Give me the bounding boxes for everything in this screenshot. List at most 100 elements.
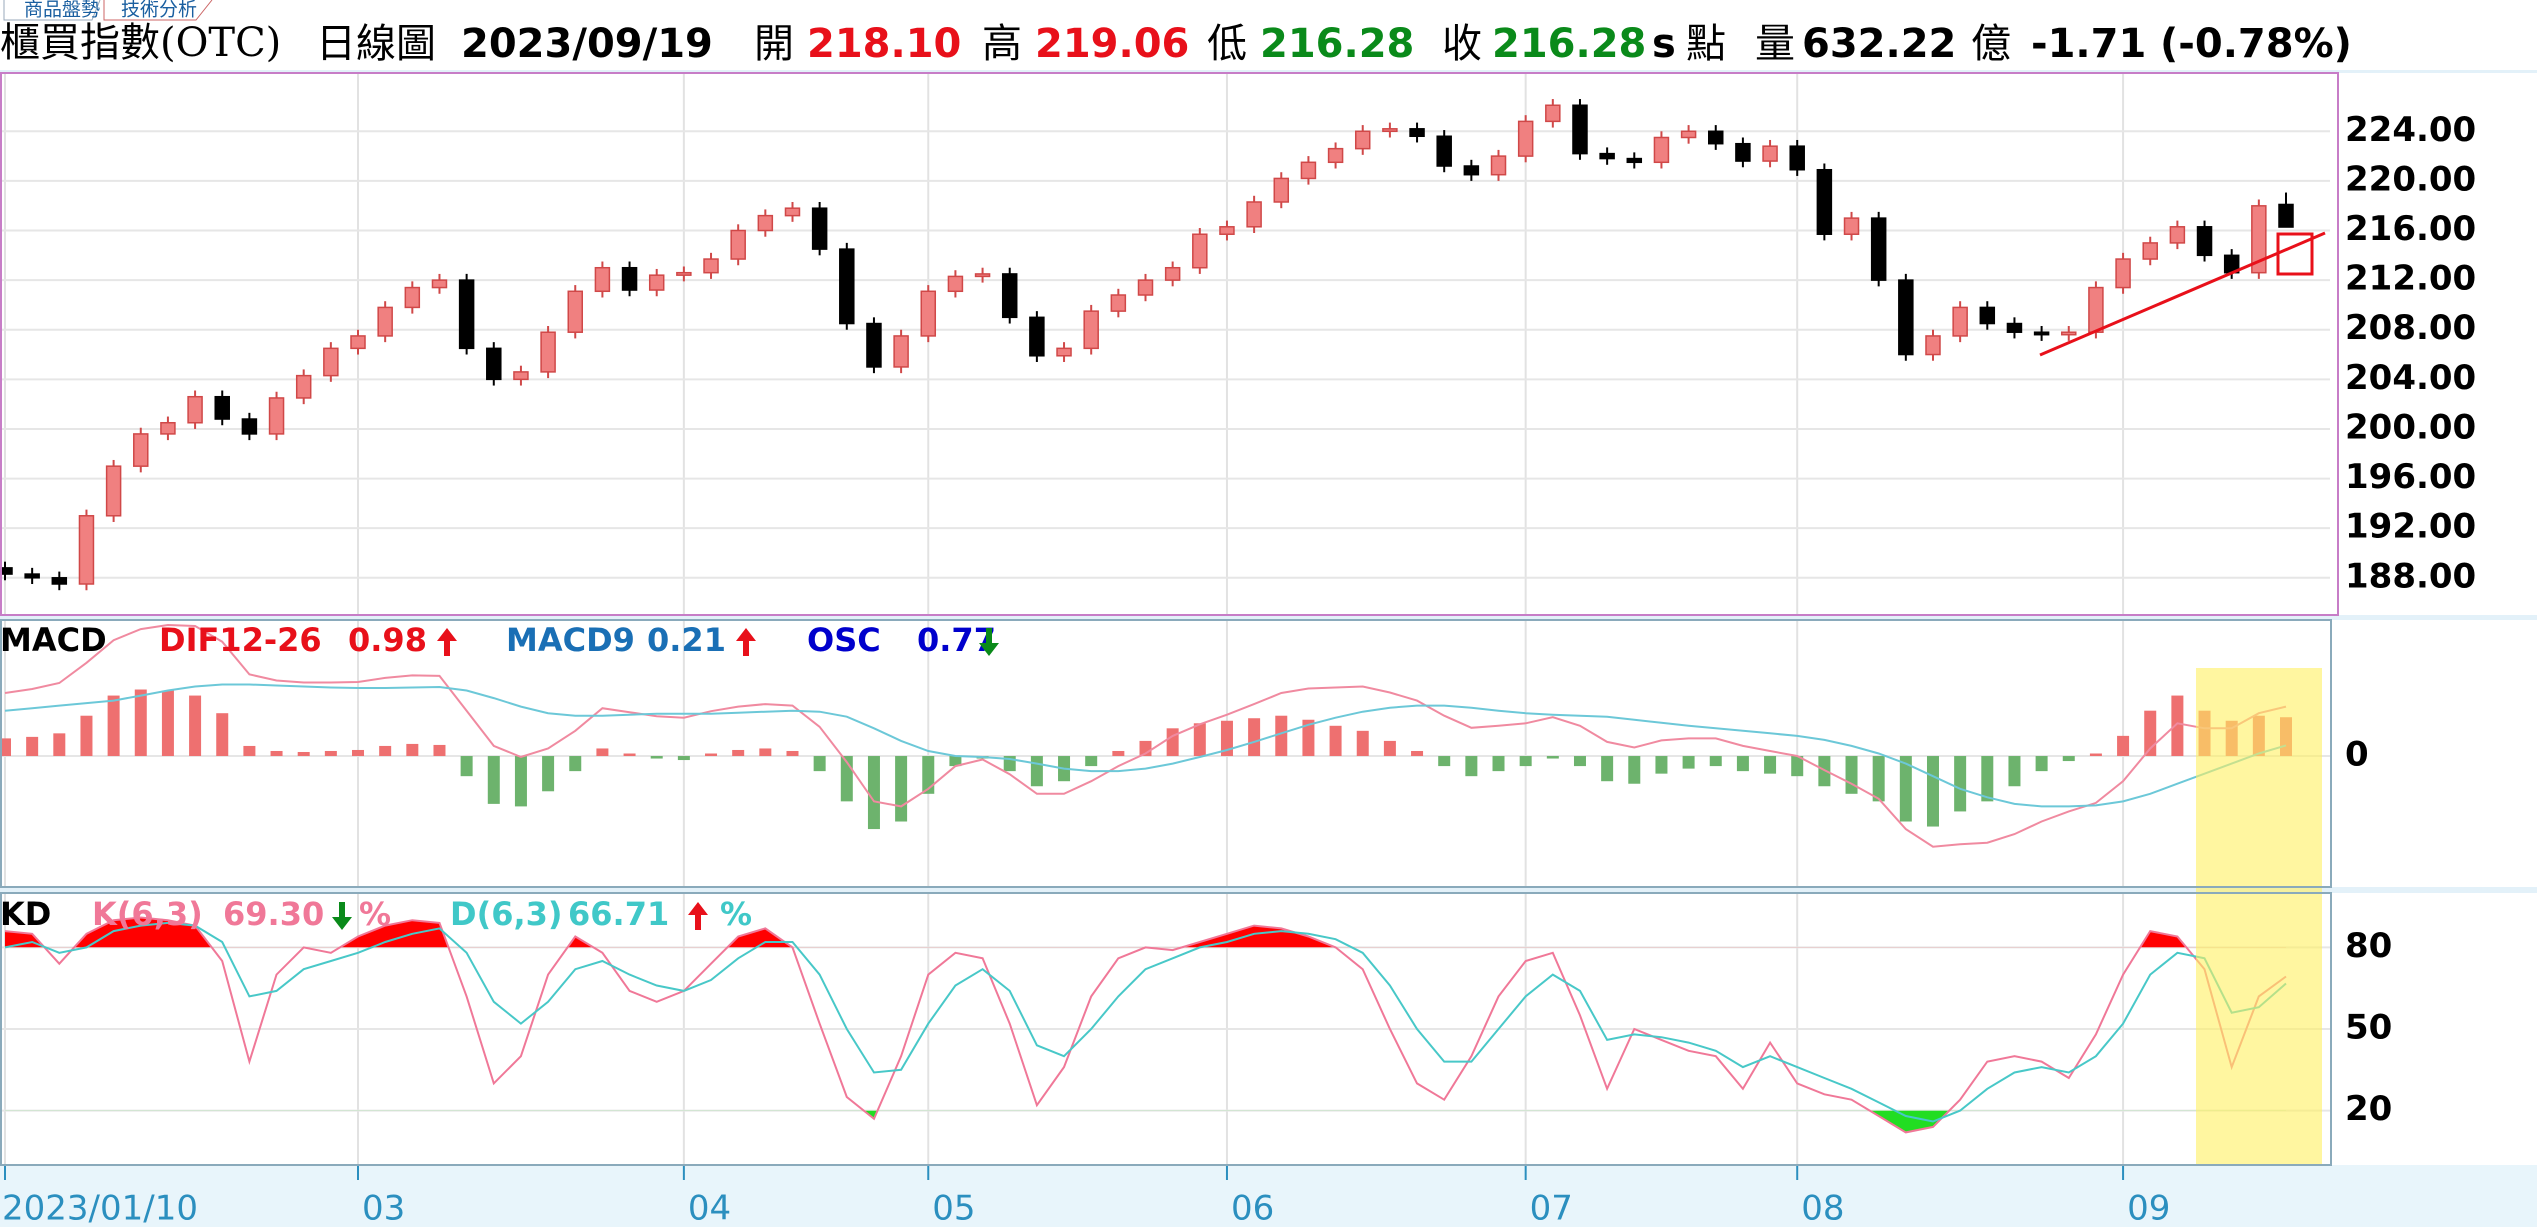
legend-name: K(6,3) xyxy=(92,895,203,933)
tab-frame[interactable] xyxy=(3,0,101,21)
x-tick-label: 06 xyxy=(1231,1189,1274,1227)
candle-body xyxy=(893,335,909,368)
candle-body xyxy=(0,567,13,575)
legend-name: OSC xyxy=(807,621,881,659)
overbought-group xyxy=(5,917,2286,948)
legend-value: 69.30 xyxy=(223,895,324,933)
y-tick-label: 50 xyxy=(2345,1008,2392,1048)
high-value: 219.06 xyxy=(1035,21,1189,67)
candle-body xyxy=(268,397,285,435)
change-percent: (-0.78%) xyxy=(2160,21,2352,67)
x-tick-label: 09 xyxy=(2127,1189,2170,1227)
osc-bar xyxy=(705,753,718,757)
candle-body xyxy=(2142,242,2158,260)
osc-bar xyxy=(1628,756,1641,784)
candle-body xyxy=(1680,130,1697,139)
legend-unit: % xyxy=(720,895,752,933)
candle-body xyxy=(160,422,176,435)
marks: 188.00 192.00 196.00 200.00 204.00 208.00 212.… xyxy=(0,73,2476,1227)
osc-bar xyxy=(1655,756,1668,774)
legend-name: DIF12-26 xyxy=(159,621,322,659)
kd-line xyxy=(4,921,2287,1123)
candle-body xyxy=(1164,266,1181,281)
osc-bar xyxy=(1438,756,1451,767)
candle-body xyxy=(1789,145,1805,171)
kd-line xyxy=(4,916,2287,1134)
osc-bar xyxy=(2117,735,2130,757)
osc-bar xyxy=(406,743,419,757)
period: 日線圖 xyxy=(316,21,436,67)
candle-body xyxy=(323,347,339,377)
candle-body xyxy=(1898,279,1914,356)
osc-bar xyxy=(243,745,256,757)
candle-body xyxy=(1517,120,1534,157)
osc-bar xyxy=(1845,756,1858,794)
x-axis-area xyxy=(0,1165,2537,1227)
candle-body xyxy=(1354,130,1371,150)
osc-bar xyxy=(270,750,283,757)
osc-bar xyxy=(2008,756,2021,787)
candle-body xyxy=(105,465,122,517)
legend-name: D(6,3) xyxy=(450,895,563,933)
candle-body xyxy=(1952,306,1968,337)
candle-body xyxy=(811,207,828,250)
legend-value: 0.98 xyxy=(348,621,427,659)
candle-body xyxy=(920,290,937,337)
candle-body xyxy=(2251,205,2267,274)
candle-body xyxy=(2033,331,2050,336)
low-label: 低 xyxy=(1207,21,1247,67)
osc-bar xyxy=(650,756,663,759)
osc-bar xyxy=(324,750,337,757)
osc-bar xyxy=(1193,723,1206,757)
osc-bar xyxy=(542,756,555,792)
osc-bar xyxy=(1954,756,1967,812)
y-tick-label: 80 xyxy=(2345,926,2392,966)
candle-body xyxy=(1870,217,1887,281)
tab[interactable]: 商品盤勢 xyxy=(24,0,100,21)
osc-bar xyxy=(1601,756,1614,782)
osc-bar xyxy=(1411,750,1424,757)
macd-title: MACD xyxy=(0,621,107,659)
y-tick-label: 0 xyxy=(2345,735,2369,775)
osc-bar xyxy=(379,745,392,757)
x-tick-label: 04 xyxy=(688,1189,731,1227)
low-value: 216.28 xyxy=(1260,21,1414,67)
y-tick-label: 224.00 xyxy=(2345,110,2476,150)
osc-bar xyxy=(1981,756,1994,802)
open-value: 218.10 xyxy=(807,21,961,67)
candle-body xyxy=(24,573,40,579)
header-bar xyxy=(0,0,2537,70)
date: 2023/09/19 xyxy=(461,21,713,67)
volume-value: 632.22 xyxy=(1802,21,1956,67)
osc-bar xyxy=(1302,719,1315,757)
osc-bar xyxy=(189,695,202,757)
candle-body xyxy=(1192,233,1208,269)
candle-body xyxy=(1273,177,1290,203)
candle-body xyxy=(2088,286,2104,333)
candle-body xyxy=(866,322,882,368)
osc-bar xyxy=(297,751,310,757)
y-tick-label: 200.00 xyxy=(2345,407,2476,447)
volume-unit: 億 xyxy=(1971,21,2011,67)
change: -1.71 xyxy=(2031,21,2146,67)
osc-bar xyxy=(677,756,690,761)
tab[interactable]: 技術分析 xyxy=(121,0,197,21)
candle-body xyxy=(1843,217,1860,235)
osc-bar xyxy=(26,736,39,757)
legend-value: 0.21 xyxy=(647,621,726,659)
price-panel xyxy=(0,73,2537,615)
candle-body xyxy=(1436,135,1452,167)
osc-bar xyxy=(1682,756,1695,769)
candle-body xyxy=(1219,226,1235,235)
unit: 點 xyxy=(1686,21,1726,67)
candle-body xyxy=(1599,152,1615,160)
osc-bar xyxy=(134,689,147,757)
highlight-zone xyxy=(2196,668,2322,1165)
kd-frame xyxy=(0,892,2332,1166)
tab-frame[interactable] xyxy=(103,0,213,21)
candle-body xyxy=(2278,203,2294,228)
candle-body xyxy=(1300,161,1317,180)
candle-body xyxy=(133,433,149,467)
y-tick-label: 188.00 xyxy=(2345,556,2476,596)
